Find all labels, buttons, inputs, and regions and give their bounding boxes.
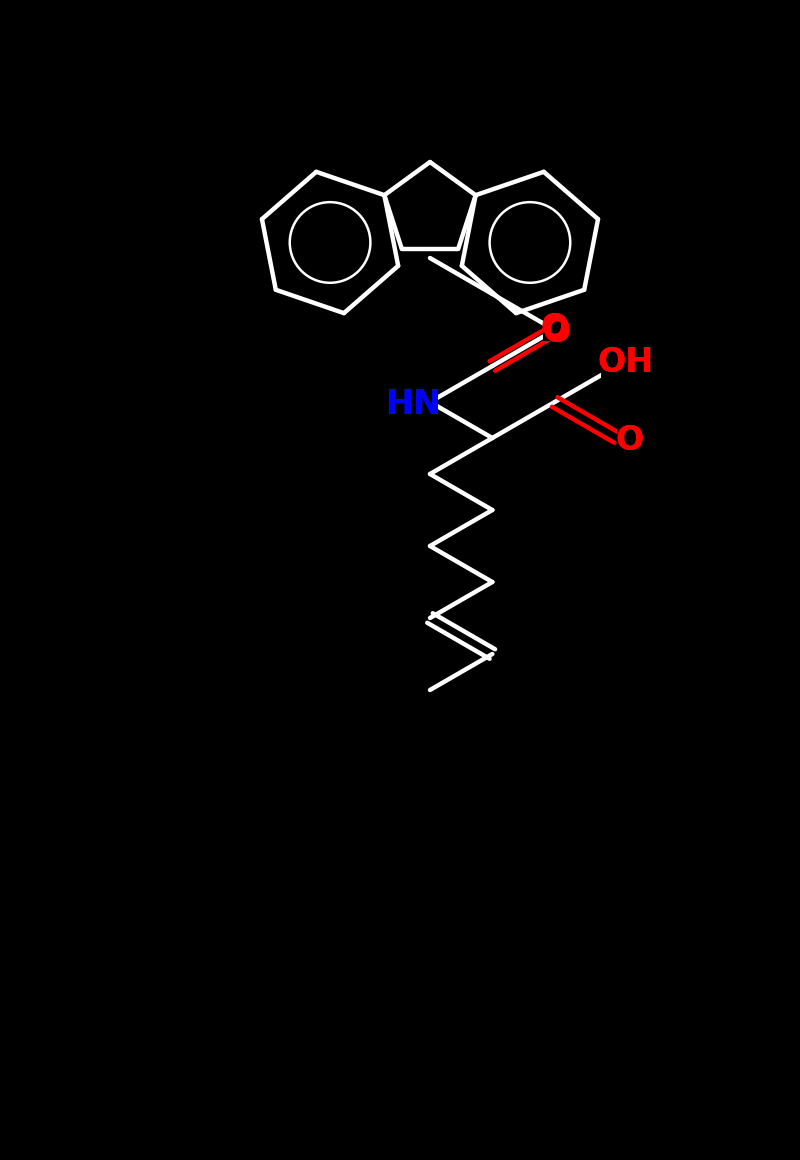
- FancyBboxPatch shape: [617, 427, 641, 449]
- Text: O: O: [541, 312, 569, 345]
- Text: OH: OH: [597, 346, 653, 378]
- Text: O: O: [615, 423, 643, 457]
- Text: O: O: [542, 316, 571, 348]
- Text: O: O: [541, 312, 569, 345]
- FancyBboxPatch shape: [542, 319, 566, 341]
- Text: OH: OH: [597, 346, 653, 378]
- Text: O: O: [615, 423, 643, 457]
- Text: O: O: [542, 316, 571, 348]
- Text: HN: HN: [386, 387, 442, 421]
- FancyBboxPatch shape: [393, 389, 435, 415]
- Text: HN: HN: [386, 387, 442, 421]
- FancyBboxPatch shape: [542, 319, 566, 341]
- FancyBboxPatch shape: [601, 353, 649, 379]
